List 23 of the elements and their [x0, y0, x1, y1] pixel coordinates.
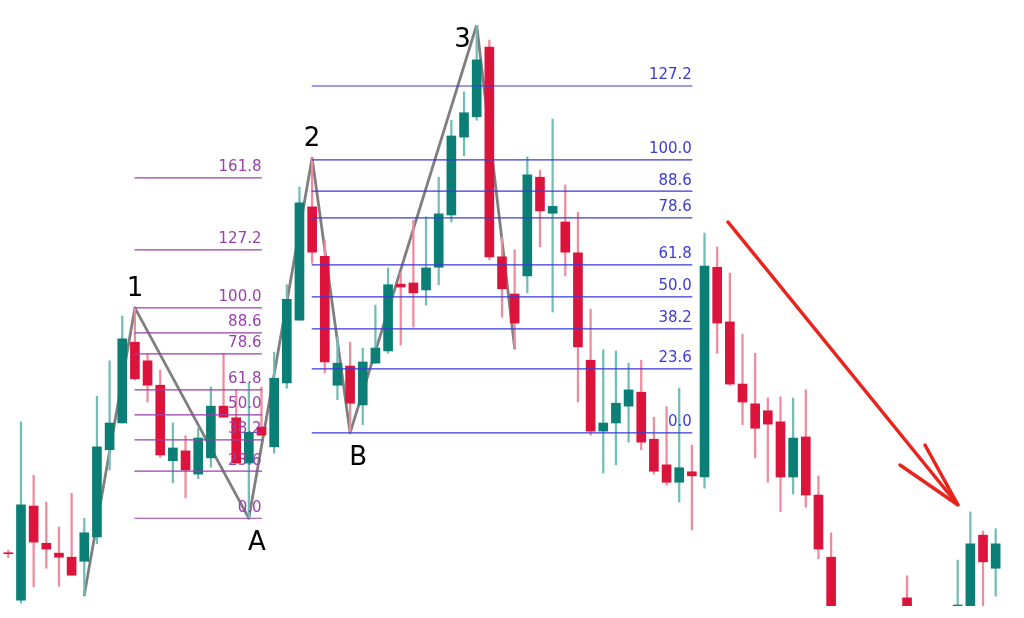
series-label: 78.6	[658, 197, 692, 216]
candlestick	[737, 333, 748, 426]
annotation: A	[247, 526, 266, 557]
series-label: 88.6	[658, 170, 692, 189]
annotation: 1	[126, 271, 144, 302]
series-label: 23.6	[658, 348, 692, 367]
series-label: 127.2	[218, 229, 262, 248]
series-label: 100.0	[218, 287, 262, 306]
series-label: 38.2	[658, 308, 692, 327]
candlestick	[66, 492, 77, 576]
series-label: 127.2	[648, 65, 692, 84]
series-label: 61.8	[658, 244, 692, 263]
series-label: 78.6	[228, 333, 262, 352]
candlestick	[104, 360, 115, 471]
annotation: 3	[454, 22, 471, 53]
series-label: 61.8	[228, 369, 262, 388]
annotation: B	[349, 440, 368, 471]
series-label: 50.0	[658, 276, 692, 295]
annotation: 2	[303, 121, 321, 152]
series-label: 100.0	[648, 139, 692, 158]
series-label: 88.6	[228, 312, 262, 331]
series-label: 23.6	[228, 450, 262, 469]
series-label: 161.8	[218, 157, 262, 176]
